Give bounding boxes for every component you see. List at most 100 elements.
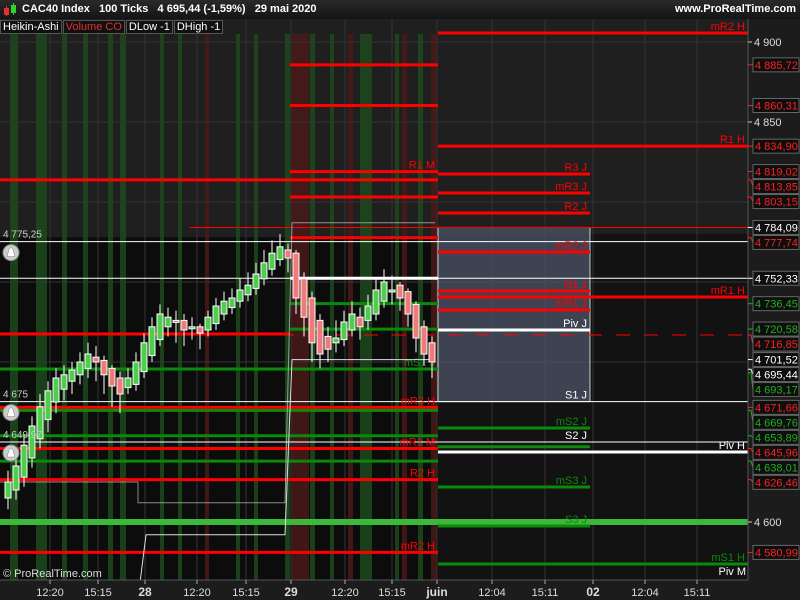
- pivot-level-label: S3 J: [565, 514, 587, 526]
- candle-body: [316, 319, 324, 355]
- price-tag-label: 4 819,02: [755, 167, 798, 179]
- candle-body: [188, 326, 196, 330]
- indicator-dlow[interactable]: DLow -1: [125, 20, 173, 34]
- volume-stripe: [431, 34, 437, 580]
- alarm-bell-icon: [6, 247, 16, 257]
- candle-body: [428, 342, 436, 363]
- price-tag-label: 4 777,74: [755, 237, 798, 249]
- price-tag-label: 4 695,44: [755, 370, 798, 382]
- volume-stripe: [83, 34, 88, 580]
- price-tag-box: [752, 444, 800, 460]
- price-tag-label: 4 693,17: [755, 385, 798, 397]
- candle-body: [220, 300, 228, 315]
- time-tick-label: 15:15: [84, 587, 112, 599]
- candle-body: [204, 316, 212, 331]
- price-tag-box: [752, 382, 800, 398]
- candle-body: [276, 246, 284, 261]
- time-tick-label: 15:11: [684, 587, 711, 599]
- price-tag-label: 4 885,72: [755, 60, 798, 72]
- candle-body: [76, 361, 84, 376]
- time-tick-label: 29: [284, 585, 298, 599]
- volume-stripe: [348, 34, 353, 580]
- pivot-level-label: mS3 J: [556, 475, 587, 487]
- indicator-tags: Heikin-Ashi Volume CO DLow -1 DHigh -1: [0, 20, 224, 34]
- candle-body: [260, 262, 268, 280]
- pivot-level-label: S1 J: [565, 390, 587, 402]
- price-tag-label: 4 626,46: [755, 477, 798, 489]
- pivot-level-label: mR1 M: [400, 436, 435, 448]
- candle-body: [380, 281, 388, 302]
- price-tick-label: 4 900: [754, 37, 782, 49]
- volume-stripe: [178, 34, 182, 580]
- price-tag-box: [752, 336, 800, 352]
- price-tag-label: 4 736,45: [755, 299, 798, 311]
- candle-body: [196, 326, 204, 334]
- pivot-level-label: S2 J: [565, 430, 587, 442]
- time-tick-label: 12:20: [331, 587, 359, 599]
- volume-stripe: [395, 34, 399, 580]
- pivot-level-label: R1 H: [720, 134, 745, 146]
- candle-body: [60, 374, 68, 390]
- price-tag-box: [752, 414, 800, 430]
- price-tag-label: 4 671,66: [755, 402, 798, 414]
- candle-body: [52, 377, 60, 403]
- price-tag-box: [752, 459, 800, 475]
- price-tag-tick: [748, 479, 754, 483]
- price-tag-box: [752, 544, 800, 560]
- time-tick-label: 15:15: [378, 587, 406, 599]
- indicator-dhigh[interactable]: DHigh -1: [173, 20, 224, 34]
- time-tick-label: 15:15: [232, 587, 260, 599]
- pivot-level-label: Piv M: [719, 566, 747, 578]
- pivot-level-label: R3 J: [564, 162, 587, 174]
- price-tag-label: 4 653,89: [755, 432, 798, 444]
- price-tag-label: 4 813,85: [755, 182, 798, 194]
- pivot-level-label: R2 J: [564, 201, 587, 213]
- time-tick-label: 12:04: [478, 587, 506, 599]
- pivot-level-label: Piv H: [719, 440, 745, 452]
- candle-body: [324, 335, 332, 350]
- time-tick-label: juin: [425, 585, 447, 599]
- price-tag-box: [752, 219, 800, 235]
- candle-body: [4, 481, 12, 499]
- price-tag-label: 4 638,01: [755, 462, 798, 474]
- price-tag-label: 4 669,76: [755, 417, 798, 429]
- price-tag-box: [752, 98, 800, 114]
- price-tick-label: 4 600: [754, 517, 782, 529]
- price-tag-label: 4 834,90: [755, 141, 798, 153]
- candle-body: [140, 342, 148, 373]
- pivot-level-label: mS2 J: [556, 416, 587, 428]
- candle-body: [340, 321, 348, 341]
- volume-stripe: [160, 34, 164, 580]
- price-tag-label: 4 752,33: [755, 273, 798, 285]
- price-tag-box: [752, 234, 800, 250]
- candle-body: [44, 390, 52, 421]
- candle-body: [268, 252, 276, 270]
- candle-body: [20, 444, 28, 478]
- candle-body: [292, 252, 300, 299]
- alarm-price-label: 4 649,97: [3, 430, 42, 441]
- price-tag-box: [752, 57, 800, 73]
- copyright: © ProRealTime.com: [3, 568, 102, 580]
- pivot-level-label: R1 M: [409, 160, 435, 172]
- candle-body: [284, 249, 292, 259]
- pivot-level-label: mR2 J: [555, 240, 587, 252]
- volume-stripe: [120, 34, 126, 580]
- price-tick-label: 4 850: [754, 117, 782, 129]
- indicator-volume-co[interactable]: Volume CO: [62, 20, 125, 34]
- volume-stripe: [236, 34, 240, 580]
- alarm-price-label: 4 775,25: [3, 230, 42, 241]
- pivot-level-label: mR2 H: [401, 540, 435, 552]
- candle-body: [356, 316, 364, 328]
- candle-body: [388, 289, 396, 293]
- site-link[interactable]: www.ProRealTime.com: [674, 3, 796, 15]
- price-tag-tick: [748, 460, 754, 468]
- candle-body: [348, 313, 356, 331]
- time-tick-label: 15:11: [532, 587, 559, 599]
- candle-body: [124, 377, 132, 389]
- candle-body: [244, 284, 252, 296]
- price-tag-box: [752, 367, 800, 383]
- price-tag-box: [752, 270, 800, 286]
- indicator-heikin-ashi[interactable]: Heikin-Ashi: [0, 20, 62, 34]
- time-axis: [0, 580, 800, 600]
